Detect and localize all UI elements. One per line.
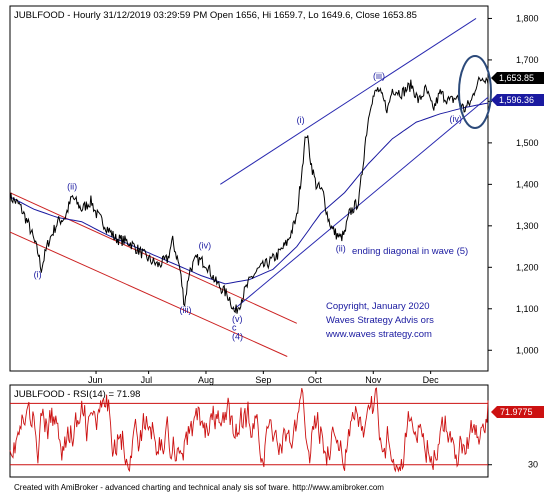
price-y-tick-label: 1,000: [516, 345, 539, 355]
x-tick-label: Nov: [365, 375, 382, 385]
moving-average-line: [9, 102, 489, 285]
price-plot-frame: [9, 5, 489, 372]
ma-value-marker: 1,596.36: [491, 94, 544, 106]
price-y-tick-label: 1,100: [516, 304, 539, 314]
rsi-plot-frame: [9, 384, 489, 478]
last-price-label: 1,653.85: [499, 73, 534, 83]
ending-diagonal-note: ending diagonal in wave (5): [352, 246, 468, 257]
wave-label: (ii): [336, 244, 346, 254]
ma-value-label: 1,596.36: [499, 95, 534, 105]
price-y-tick-label: 1,300: [516, 221, 539, 231]
price-y-tick-label: 1,200: [516, 262, 539, 272]
highlight-ellipse: [458, 55, 492, 129]
rsi-y-axis: 30: [488, 460, 538, 470]
price-y-tick-label: 1,500: [516, 138, 539, 148]
price-y-tick-label: 1,700: [516, 55, 539, 65]
price-line: [9, 75, 489, 314]
x-tick-label: Aug: [198, 375, 214, 385]
x-tick-label: Dec: [423, 375, 440, 385]
footer-credit: Created with AmiBroker - advanced charti…: [14, 483, 384, 492]
x-tick-label: Jul: [141, 375, 153, 385]
website-note: www.waves strategy.com: [325, 329, 432, 340]
rsi-panel: JUBLFOOD - RSI(14) = 71.98 30 71.9775: [9, 384, 544, 478]
wave-label: (iv): [199, 241, 212, 251]
price-panel: JUBLFOOD - Hourly 31/12/2019 03:29:59 PM…: [9, 5, 544, 372]
rsi-y-tick-label: 30: [528, 460, 538, 470]
wave-label: (i): [34, 270, 42, 280]
rsi-last-label: 71.9775: [500, 407, 533, 417]
ma-value-box: [491, 94, 544, 106]
wave-label: (iv): [450, 114, 463, 124]
rsi-last-marker: 71.9775: [491, 406, 544, 418]
channel-line: [9, 231, 288, 357]
wave-label: (v): [232, 314, 243, 324]
x-tick-label: Sep: [255, 375, 271, 385]
price-y-tick-label: 1,400: [516, 179, 539, 189]
wave-label: (iii): [373, 71, 385, 81]
wave-labels: (i) (ii) (iii) (iv) (v)c(4) (i) (ii) (iii) (iv): [34, 71, 462, 341]
price-y-axis: 1,0001,1001,2001,3001,4001,5001,6001,700…: [488, 13, 539, 355]
company-note: Waves Strategy Advis ors: [326, 315, 434, 326]
price-y-tick-label: 1,800: [516, 13, 539, 23]
x-tick-label: Jun: [88, 375, 103, 385]
wave-label: c: [232, 322, 237, 332]
price-header: JUBLFOOD - Hourly 31/12/2019 03:29:59 PM…: [14, 10, 417, 21]
wave-label: (4): [232, 331, 243, 341]
wave-label: (iii): [179, 305, 191, 315]
rsi-line: [9, 387, 489, 473]
channel-lines: [9, 18, 489, 357]
copyright-note: Copyright, January 2020: [326, 301, 430, 312]
rsi-header: JUBLFOOD - RSI(14) = 71.98: [14, 389, 140, 400]
rsi-last-box: [491, 406, 544, 418]
x-axis: Jun Jul Aug Sep Oct Nov Dec: [88, 371, 439, 385]
last-price-box: [491, 72, 544, 84]
wave-label: (i): [297, 115, 305, 125]
x-tick-label: Oct: [308, 375, 323, 385]
last-price-marker: 1,653.85: [491, 72, 544, 84]
channel-line: [220, 18, 477, 185]
channel-line: [234, 96, 489, 310]
wave-label: (ii): [67, 181, 77, 191]
